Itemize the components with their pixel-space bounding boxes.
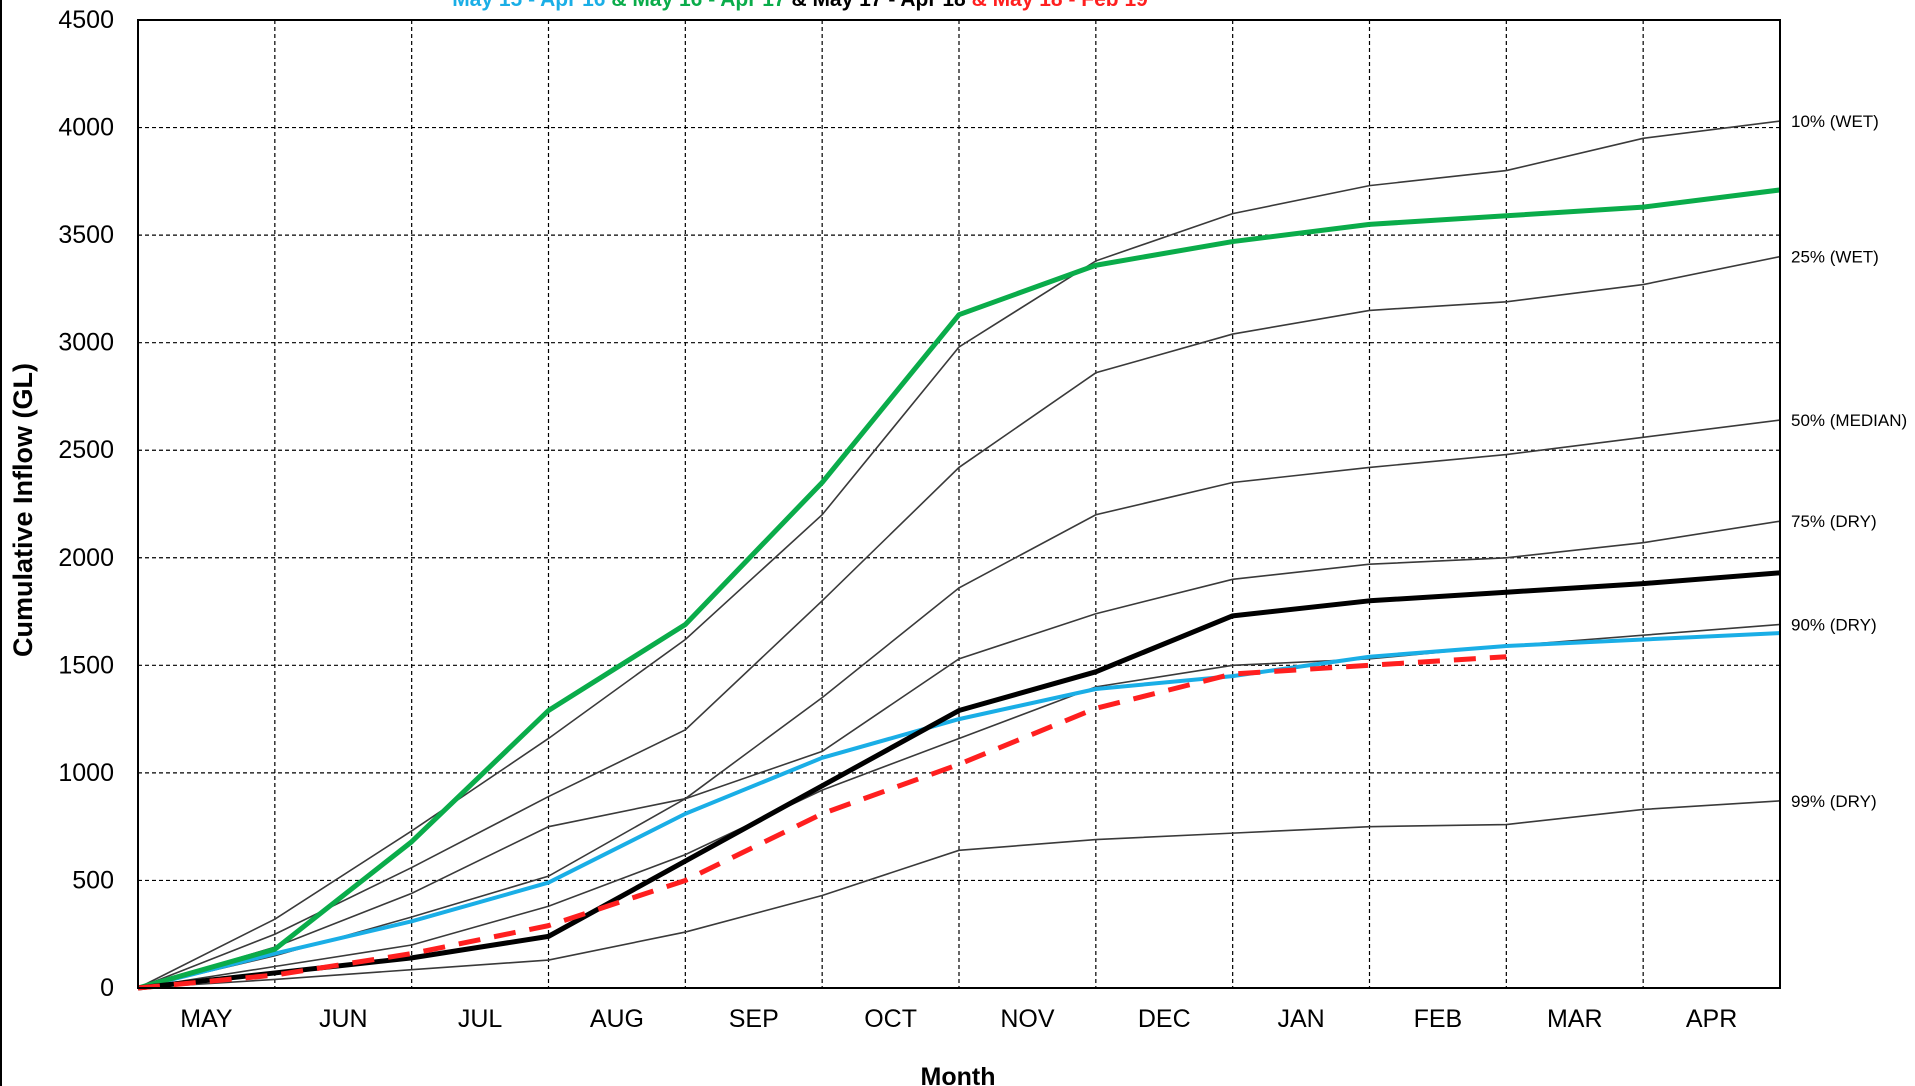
legend-entry: & May 17 - Apr 18: [791, 0, 971, 11]
y-tick-label: 2000: [58, 544, 114, 572]
series-lines: [137, 187, 1781, 991]
x-tick-label: APR: [1686, 1005, 1737, 1033]
series-line: [137, 570, 1781, 991]
x-tick-label: JUN: [319, 1005, 368, 1033]
x-tick-label: AUG: [590, 1005, 644, 1033]
plot-frame: [0, 0, 1781, 1086]
y-tick-label: 4000: [58, 114, 114, 142]
percentile-labels: 10% (WET) 25% (WET) 50% (MEDIAN) 75% (DRY) 9…: [1791, 112, 1907, 811]
y-tick-label: 1000: [58, 759, 114, 787]
x-axis-title: Month: [921, 1063, 996, 1086]
y-tick-label: 4500: [58, 6, 114, 34]
percentile-label: 25% (WET): [1791, 248, 1879, 267]
series-line: [137, 631, 1781, 990]
x-tick-label: NOV: [1000, 1005, 1055, 1033]
percentile-line: [137, 120, 1781, 989]
x-tick-labels: MAY JUN JUL AUG SEP OCT NOV DEC JAN FEB MAR APR: [180, 1005, 1737, 1033]
legend-entry: & May 18 - Feb 19: [972, 0, 1148, 11]
y-tick-labels: 0 500 1000 1500 2000 2500 3000 3500 4000 4500: [58, 6, 114, 1002]
series-line: [137, 654, 1507, 991]
y-tick-label: 1500: [58, 651, 114, 679]
legend-entry: May 15 - Apr 16: [452, 0, 611, 11]
legend-entry: & May 16 - Apr 17: [611, 0, 791, 11]
y-axis-title: Cumulative Inflow (GL): [8, 363, 38, 657]
percentile-line: [137, 800, 1781, 989]
x-tick-label: JAN: [1277, 1005, 1324, 1033]
percentile-label: 10% (WET): [1791, 112, 1879, 131]
grid: [138, 20, 1780, 988]
percentile-label: 99% (DRY): [1791, 792, 1877, 811]
plot-border: [137, 19, 1781, 989]
percentile-label: 75% (DRY): [1791, 512, 1877, 531]
percentile-label: 50% (MEDIAN): [1791, 411, 1907, 430]
y-tick-label: 3000: [58, 329, 114, 357]
x-tick-label: SEP: [729, 1005, 779, 1033]
percentile-line: [137, 255, 1781, 989]
y-tick-label: 2500: [58, 436, 114, 464]
y-tick-label: 0: [100, 974, 114, 1002]
percentile-label: 90% (DRY): [1791, 615, 1877, 634]
x-tick-label: MAR: [1547, 1005, 1603, 1033]
x-tick-label: FEB: [1414, 1005, 1463, 1033]
percentile-line: [137, 419, 1781, 989]
legend: May 15 - Apr 16 & May 16 - Apr 17 & May …: [452, 0, 1148, 11]
x-tick-label: OCT: [864, 1005, 917, 1033]
percentile-line: [137, 520, 1781, 989]
y-tick-label: 3500: [58, 221, 114, 249]
series-line: [137, 187, 1781, 991]
x-tick-label: DEC: [1138, 1005, 1191, 1033]
y-tick-label: 500: [72, 866, 114, 894]
x-tick-label: MAY: [180, 1005, 233, 1033]
x-tick-label: JUL: [458, 1005, 503, 1033]
percentile-lines: [137, 120, 1781, 989]
